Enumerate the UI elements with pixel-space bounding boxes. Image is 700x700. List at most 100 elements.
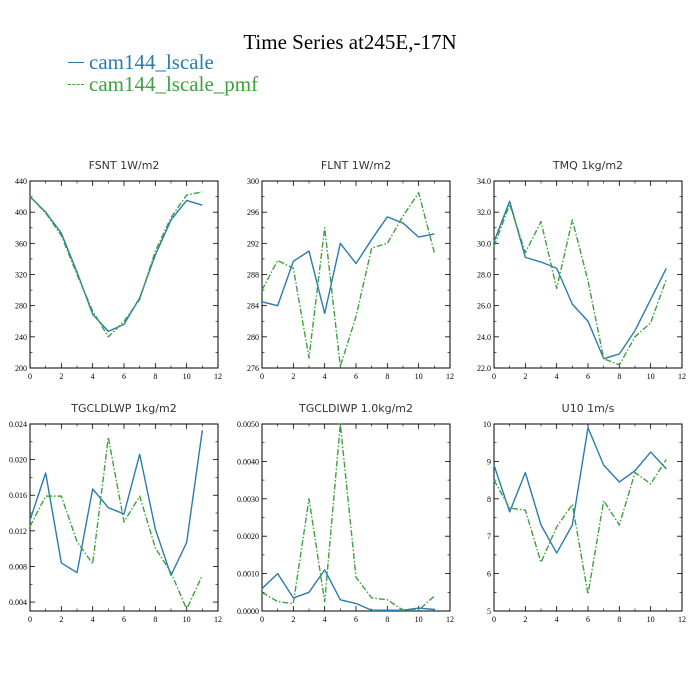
panel-title: TGCLDLWP 1kg/m2 — [70, 402, 176, 415]
y-tick-label: 200 — [15, 364, 27, 373]
legend-label: cam144_lscale — [89, 49, 214, 74]
x-tick-label: 4 — [555, 615, 559, 624]
y-tick-label: 300 — [247, 177, 259, 186]
series-line-cam144_lscale — [29, 430, 204, 577]
y-tick-label: 28.0 — [477, 271, 491, 280]
y-tick-label: 360 — [15, 239, 27, 248]
series-line-cam144_lscale_pmf — [29, 191, 203, 338]
plot-frame — [261, 180, 451, 369]
x-tick-label: 12 — [214, 372, 222, 381]
legend-swatch-lscale — [68, 61, 84, 63]
panel-title: FLNT 1W/m2 — [321, 159, 391, 172]
chart-panel-1: FLNT 1W/m2 0 2 4 6 8 10 12 276 280 284 288 292 296 300 — [247, 159, 454, 381]
x-tick-label: 6 — [586, 615, 590, 624]
x-tick-label: 10 — [183, 615, 191, 624]
legend-item-cam144-lscale: cam144_lscale — [68, 49, 258, 74]
y-tick-label: 320 — [15, 271, 27, 280]
series-line-cam144_lscale — [493, 427, 667, 554]
x-tick-label: 0 — [492, 615, 496, 624]
x-tick-label: 10 — [183, 372, 191, 381]
x-tick-label: 8 — [617, 615, 621, 624]
x-tick-label: 8 — [617, 372, 621, 381]
x-tick-label: 12 — [678, 372, 686, 381]
x-tick-label: 0 — [492, 372, 496, 381]
x-tick-label: 10 — [647, 615, 655, 624]
legend-swatch-lscale-pmf — [68, 83, 84, 85]
y-tick-label: 0.0040 — [237, 457, 259, 466]
x-tick-label: 0 — [260, 615, 264, 624]
x-tick-label: 0 — [28, 615, 32, 624]
series-line-cam144_lscale_pmf — [493, 203, 667, 366]
series-line-cam144_lscale_pmf — [261, 423, 435, 611]
y-tick-label: 6 — [487, 570, 491, 579]
series-line-cam144_lscale — [29, 196, 203, 333]
chart-panel-2: TMQ 1kg/m2 0 2 4 6 8 10 12 22.0 24.0 26.0 28.0 30.0 3… — [477, 159, 686, 381]
x-tick-label: 4 — [555, 372, 559, 381]
y-tick-label: 0.008 — [9, 562, 27, 571]
series-line-cam144_lscale_pmf — [29, 436, 203, 610]
plot-frame — [261, 423, 451, 612]
y-tick-label: 276 — [247, 364, 259, 373]
series-line-cam144_lscale — [493, 200, 667, 360]
chart-panel-0: FSNT 1W/m2 0 2 4 6 8 10 12 200 240 280 320 360 400 440 — [15, 159, 222, 381]
chart-panel-5: U10 1m/s 0 2 4 6 8 10 12 5 6 7 8 9 10 — [483, 402, 686, 624]
y-tick-label: 30.0 — [477, 239, 491, 248]
x-tick-label: 0 — [260, 372, 264, 381]
series-line-cam144_lscale_pmf — [493, 459, 667, 595]
x-tick-label: 2 — [523, 615, 527, 624]
x-tick-label: 10 — [647, 372, 655, 381]
panel-title: U10 1m/s — [562, 402, 615, 415]
chart-title: Time Series at245E,-17N — [243, 30, 457, 54]
x-tick-label: 2 — [291, 372, 295, 381]
x-tick-label: 4 — [91, 615, 95, 624]
legend: cam144_lscale cam144_lscale_pmf — [68, 49, 258, 96]
x-tick-label: 2 — [59, 615, 63, 624]
x-tick-label: 10 — [415, 615, 423, 624]
x-tick-label: 6 — [586, 372, 590, 381]
x-tick-label: 2 — [291, 615, 295, 624]
y-tick-label: 10 — [483, 420, 491, 429]
y-tick-label: 292 — [247, 239, 259, 248]
y-tick-label: 0.0000 — [237, 607, 259, 616]
panel-title: FSNT 1W/m2 — [89, 159, 160, 172]
y-tick-label: 8 — [487, 495, 491, 504]
x-tick-label: 12 — [446, 615, 454, 624]
x-tick-label: 4 — [323, 372, 327, 381]
x-tick-label: 6 — [354, 372, 358, 381]
x-tick-label: 8 — [385, 372, 389, 381]
x-tick-label: 6 — [122, 372, 126, 381]
y-tick-label: 32.0 — [477, 208, 491, 217]
y-tick-label: 0.004 — [9, 598, 27, 607]
plot-frame — [29, 180, 219, 369]
x-tick-label: 6 — [354, 615, 358, 624]
x-tick-label: 6 — [122, 615, 126, 624]
x-tick-label: 4 — [91, 372, 95, 381]
y-tick-label: 240 — [15, 333, 27, 342]
series-line-cam144_lscale_pmf — [261, 191, 436, 368]
y-tick-label: 7 — [487, 532, 491, 541]
series-line-cam144_lscale — [261, 216, 435, 315]
y-tick-label: 22.0 — [477, 364, 491, 373]
y-tick-label: 26.0 — [477, 302, 491, 311]
x-tick-label: 10 — [415, 372, 423, 381]
y-tick-label: 0.012 — [9, 527, 27, 536]
y-tick-label: 0.024 — [9, 420, 27, 429]
x-tick-label: 4 — [323, 615, 327, 624]
x-tick-label: 12 — [678, 615, 686, 624]
y-tick-label: 296 — [247, 208, 259, 217]
x-tick-label: 0 — [28, 372, 32, 381]
y-tick-label: 440 — [15, 177, 27, 186]
y-tick-label: 0.0050 — [237, 420, 259, 429]
x-tick-label: 12 — [446, 372, 454, 381]
y-tick-label: 9 — [487, 457, 491, 466]
y-tick-label: 400 — [15, 208, 27, 217]
legend-item-cam144-lscale-pmf: cam144_lscale_pmf — [68, 72, 258, 96]
panel-title: TMQ 1kg/m2 — [552, 159, 623, 172]
y-tick-label: 0.020 — [9, 456, 27, 465]
x-tick-label: 2 — [59, 372, 63, 381]
plot-frame — [493, 180, 683, 369]
x-tick-label: 8 — [153, 615, 157, 624]
y-tick-label: 288 — [247, 271, 259, 280]
y-tick-label: 0.016 — [9, 491, 27, 500]
